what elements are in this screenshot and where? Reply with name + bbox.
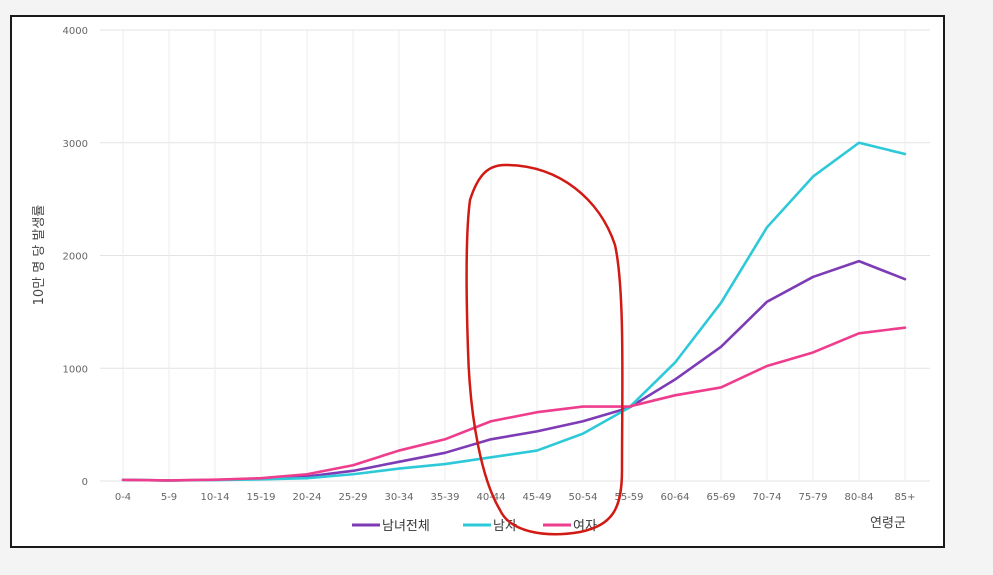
legend-label-0: 남녀전체 xyxy=(382,519,430,534)
y-tick-label: 4000 xyxy=(63,26,88,37)
legend-label-2: 여자 xyxy=(573,519,597,534)
series-line-1 xyxy=(121,141,907,482)
y-tick-label: 3000 xyxy=(63,139,88,150)
x-tick-label: 5-9 xyxy=(161,492,177,503)
x-tick-label: 15-19 xyxy=(246,492,275,503)
y-tick-label: 2000 xyxy=(63,252,88,263)
x-axis-ticks: 0-4 5-9 10-14 15-19 20-24 25-29 30-34 35-39 40-4… xyxy=(115,492,916,503)
series-line-0 xyxy=(121,259,907,482)
series-line-2 xyxy=(121,326,907,482)
y-axis-title: 10만 명 당 발생률 xyxy=(32,205,47,306)
x-tick-label: 30-34 xyxy=(384,492,413,503)
series-lines xyxy=(121,141,907,482)
x-tick-label: 65-69 xyxy=(706,492,735,503)
x-tick-label: 70-74 xyxy=(752,492,781,503)
y-tick-label: 1000 xyxy=(63,364,88,375)
legend: 남녀전체 남자 여자 xyxy=(352,519,597,534)
y-tick-label: 0 xyxy=(82,477,88,488)
x-tick-label: 45-49 xyxy=(522,492,551,503)
grid xyxy=(100,29,930,482)
x-tick-label: 20-24 xyxy=(292,492,321,503)
y-axis-ticks: 0 1000 2000 3000 4000 xyxy=(63,26,88,488)
x-tick-label: 85+ xyxy=(894,492,915,503)
x-tick-label: 10-14 xyxy=(200,492,229,503)
red-circle-annotation xyxy=(465,163,624,536)
legend-label-1: 남자 xyxy=(493,519,517,534)
x-tick-label: 0-4 xyxy=(115,492,131,503)
x-tick-label: 75-79 xyxy=(798,492,827,503)
x-tick-label: 80-84 xyxy=(844,492,873,503)
x-tick-label: 35-39 xyxy=(430,492,459,503)
x-tick-label: 60-64 xyxy=(660,492,689,503)
x-tick-label: 25-29 xyxy=(338,492,367,503)
x-tick-label: 50-54 xyxy=(568,492,597,503)
x-tick-label: 55-59 xyxy=(614,492,643,503)
x-axis-title: 연령군 xyxy=(870,516,906,531)
x-tick-label: 40-44 xyxy=(476,492,505,503)
